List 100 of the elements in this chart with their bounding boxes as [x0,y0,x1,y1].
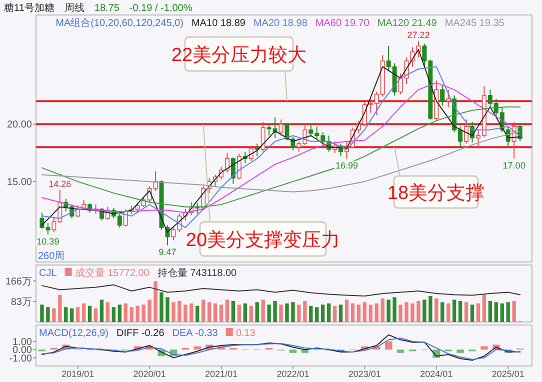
bar [46,307,50,322]
bar [338,304,343,322]
bar [184,304,188,322]
bar [124,303,128,322]
bar [219,304,224,322]
annotation: 260周 [38,251,65,262]
bar [237,304,242,322]
bar [112,307,116,322]
bar [392,297,396,322]
bar [142,304,146,322]
bar [350,303,355,322]
bar [464,302,468,322]
annotation: 17.00 [502,160,526,171]
y-tick-label: 166万 [5,276,32,288]
series-label: DIFF -0.26 [116,328,165,339]
candlestick [440,84,445,106]
annotation: 10.39 [36,236,60,247]
bar [301,350,309,353]
y-tick-label: -1.00 [9,353,32,364]
bar [291,302,295,322]
bar [480,346,488,350]
bar [249,306,253,322]
bar [476,303,480,322]
y-tick-label: 83万 [10,296,32,308]
candlestick [248,146,254,162]
bar [416,300,420,322]
bar [130,307,134,322]
candlestick [278,119,284,136]
bar [309,306,313,322]
annotation: 27.22 [407,30,430,40]
bar [172,302,176,322]
x-tick-label: 2024/01 [420,369,453,379]
bar [297,304,301,322]
bar [303,300,307,322]
text: MA10 18.89 [192,18,246,29]
bar [456,350,464,353]
bar [267,304,271,322]
chart-title: 糖11号加糖 [4,2,54,14]
x-tick-label: 2022/01 [276,369,310,379]
bar [285,303,289,322]
bar [315,307,319,322]
bar [255,302,259,322]
bar [194,346,201,350]
bar [225,300,230,322]
annotation: 14.26 [48,179,72,190]
bar [40,304,44,322]
y-tick-label: 20.00 [6,120,32,131]
candlestick [224,152,230,173]
bar [396,350,404,353]
candlestick [290,136,296,152]
bar [332,306,337,322]
bar [452,300,456,322]
legend-title: MA组合(10,20,60,120,245,0) [56,17,184,29]
candlestick [260,121,266,152]
bar [106,302,110,322]
bar [326,303,331,322]
bar [410,303,414,322]
bar [94,308,98,322]
text: MA60 19.70 [315,18,370,29]
x-tick-label: 2025/01 [492,369,524,379]
bar [384,341,392,350]
text: MA20 18.98 [253,18,308,29]
bar [118,304,122,322]
bar [201,300,206,322]
legend-title: CJL [39,268,58,279]
bar [398,304,402,322]
bar [178,300,182,322]
bar [261,300,265,322]
annotation: 9.47 [158,247,176,258]
bar [231,300,236,322]
bar [321,304,325,322]
bar [512,300,516,322]
bar [494,302,498,322]
bar [70,308,74,322]
bar [273,300,277,322]
text: MA120 21.49 [377,18,438,29]
annotation: 20美分支撑变压力 [186,229,340,251]
bar [136,306,140,322]
bar [154,281,158,322]
bar [289,350,297,353]
text: -0.19 / -1.00% [129,3,192,14]
series-label: 持仓量 743118.00 [157,267,238,279]
bar [428,296,432,322]
bar [58,294,62,322]
bar [82,303,86,322]
bar [279,304,283,322]
annotation: 18美分支撑 [387,182,485,204]
bar [386,300,390,322]
x-tick-label: 2019/01 [62,369,94,379]
candlestick [464,119,468,144]
bar [374,303,378,322]
bar [380,298,384,322]
bar [506,302,510,322]
bar [100,300,104,322]
x-tick-label: 2020/01 [133,369,166,379]
bar [446,303,450,322]
bar [488,300,492,322]
bar [356,304,361,322]
bar [52,308,56,322]
bar [434,298,438,322]
